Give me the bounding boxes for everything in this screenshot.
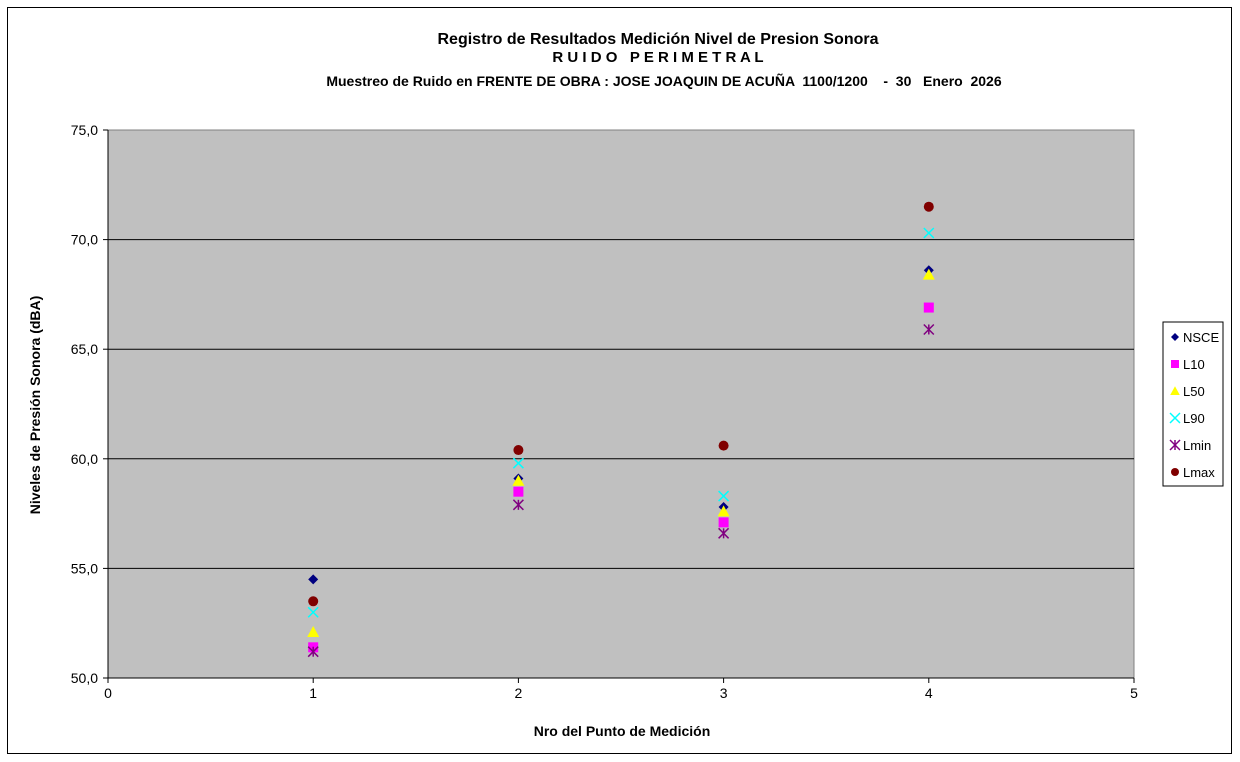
legend-marker-l10 — [1171, 360, 1179, 368]
point-l90 — [923, 227, 935, 239]
point-l90 — [512, 457, 524, 469]
x-tick-label: 3 — [720, 685, 728, 701]
x-tick-label: 5 — [1130, 685, 1138, 701]
point-l50 — [307, 625, 320, 637]
point-lmin — [923, 323, 935, 336]
x-tick-label: 2 — [515, 685, 523, 701]
y-tick-label: 75,0 — [71, 122, 98, 138]
x-tick-label: 4 — [925, 685, 933, 701]
grid-lines — [108, 239, 1134, 569]
legend-box — [1162, 321, 1224, 487]
y-tick-label: 60,0 — [71, 451, 98, 467]
point-lmax — [718, 440, 729, 451]
legend-label-l10: L10 — [1183, 357, 1205, 372]
chart-subtitle-2: Muestreo de Ruido en FRENTE DE OBRA : JO… — [326, 72, 1002, 89]
point-l50 — [922, 268, 935, 280]
point-l50 — [512, 474, 525, 486]
point-lmin — [307, 646, 319, 658]
plot-area — [107, 129, 1135, 679]
y-tick-label: 50,0 — [71, 670, 98, 686]
point-lmax — [923, 201, 934, 212]
legend-label-l90: L90 — [1183, 411, 1205, 426]
data-points — [307, 201, 935, 658]
y-tick-label: 55,0 — [71, 560, 98, 576]
legend-label-lmax: Lmax — [1183, 465, 1215, 480]
legend-label-nsce: NSCE — [1183, 330, 1219, 345]
axes: 50,0 55,0 60,0 65,0 70,0 75,0 0 1 2 3 4 5 — [71, 122, 1138, 701]
y-tick-label: 70,0 — [71, 232, 98, 248]
y-tick-label: 65,0 — [71, 341, 98, 357]
x-tick-label: 0 — [104, 685, 112, 701]
legend-marker-l50 — [1170, 386, 1180, 395]
point-nsce — [308, 574, 319, 585]
point-lmax — [513, 445, 524, 456]
chart-title: Registro de Resultados Medición Nivel de… — [438, 31, 879, 48]
legend: NSCE L10 L50 L90 Lmin Lmax — [1169, 330, 1219, 480]
legend-marker-l90 — [1169, 412, 1181, 424]
point-lmin — [512, 499, 524, 511]
y-axis-label: Niveles de Presión Sonora (dBA) — [27, 296, 43, 515]
legend-label-l50: L50 — [1183, 384, 1205, 399]
point-l90 — [307, 606, 319, 618]
legend-marker-lmin — [1169, 439, 1181, 451]
x-axis-label: Nro del Punto de Medición — [534, 723, 711, 739]
point-l10 — [718, 517, 729, 528]
legend-marker-lmax — [1171, 468, 1179, 476]
legend-marker-nsce — [1171, 333, 1179, 341]
chart-subtitle: R U I D O P E R I M E T R A L — [552, 49, 763, 66]
legend-label-lmin: Lmin — [1183, 438, 1211, 453]
point-l10 — [513, 486, 524, 497]
point-l50 — [717, 505, 730, 517]
point-lmax — [308, 596, 319, 607]
point-lmin — [718, 527, 730, 539]
point-l10 — [923, 302, 934, 313]
x-tick-label: 1 — [309, 685, 317, 701]
point-l90 — [718, 490, 730, 502]
